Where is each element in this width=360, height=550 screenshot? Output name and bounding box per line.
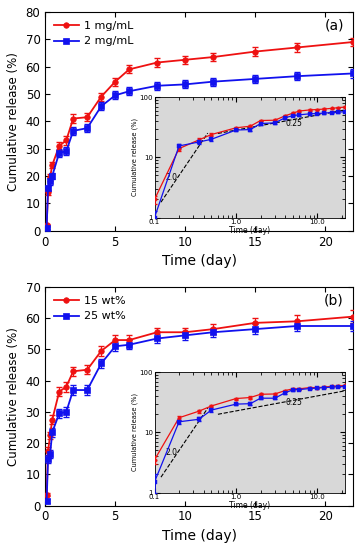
2 mg/mL: [85, 125, 89, 131]
2 mg/mL: [253, 75, 257, 82]
1 mg/mL: [351, 39, 355, 45]
25 wt%: [295, 323, 299, 329]
2 mg/mL: [50, 173, 54, 179]
2 mg/mL: [211, 78, 215, 85]
2 mg/mL: [113, 92, 117, 98]
25 wt%: [64, 409, 68, 415]
25 wt%: [57, 410, 62, 417]
15 wt%: [211, 326, 215, 332]
2 mg/mL: [48, 178, 52, 185]
1 mg/mL: [45, 222, 49, 228]
15 wt%: [50, 416, 54, 423]
2 mg/mL: [155, 82, 159, 89]
1 mg/mL: [85, 114, 89, 120]
X-axis label: Time (day): Time (day): [162, 254, 237, 268]
2 mg/mL: [351, 70, 355, 77]
15 wt%: [48, 432, 52, 439]
Line: 2 mg/mL: 2 mg/mL: [44, 70, 356, 230]
15 wt%: [113, 337, 117, 343]
1 mg/mL: [50, 162, 54, 168]
15 wt%: [99, 348, 103, 354]
15 wt%: [155, 329, 159, 336]
1 mg/mL: [48, 174, 52, 180]
1 mg/mL: [113, 78, 117, 85]
25 wt%: [351, 323, 355, 329]
2 mg/mL: [183, 81, 187, 87]
1 mg/mL: [57, 142, 62, 149]
Text: (b): (b): [324, 294, 344, 307]
15 wt%: [295, 318, 299, 324]
15 wt%: [46, 448, 50, 454]
Line: 1 mg/mL: 1 mg/mL: [44, 39, 356, 228]
Line: 25 wt%: 25 wt%: [44, 323, 356, 504]
15 wt%: [85, 366, 89, 373]
25 wt%: [253, 326, 257, 332]
15 wt%: [45, 491, 49, 498]
25 wt%: [85, 387, 89, 393]
15 wt%: [127, 337, 131, 343]
2 mg/mL: [45, 224, 49, 231]
2 mg/mL: [46, 185, 50, 191]
15 wt%: [253, 320, 257, 326]
2 mg/mL: [64, 148, 68, 155]
25 wt%: [127, 342, 131, 348]
1 mg/mL: [253, 48, 257, 55]
2 mg/mL: [127, 88, 131, 95]
15 wt%: [183, 329, 187, 336]
25 wt%: [99, 360, 103, 367]
1 mg/mL: [46, 189, 50, 196]
25 wt%: [183, 332, 187, 339]
Legend: 15 wt%, 25 wt%: 15 wt%, 25 wt%: [51, 293, 129, 324]
1 mg/mL: [71, 116, 75, 122]
2 mg/mL: [295, 73, 299, 80]
25 wt%: [50, 429, 54, 436]
1 mg/mL: [99, 94, 103, 100]
Text: (a): (a): [324, 19, 344, 32]
25 wt%: [71, 387, 75, 393]
Y-axis label: Cumulative release (%): Cumulative release (%): [7, 327, 20, 466]
2 mg/mL: [71, 128, 75, 134]
15 wt%: [351, 314, 355, 320]
25 wt%: [45, 498, 49, 504]
Legend: 1 mg/mL, 2 mg/mL: 1 mg/mL, 2 mg/mL: [51, 18, 137, 50]
25 wt%: [155, 335, 159, 342]
1 mg/mL: [155, 59, 159, 66]
1 mg/mL: [64, 137, 68, 144]
Line: 15 wt%: 15 wt%: [44, 314, 356, 498]
25 wt%: [211, 329, 215, 336]
15 wt%: [57, 388, 62, 395]
X-axis label: Time (day): Time (day): [162, 529, 237, 543]
25 wt%: [113, 343, 117, 350]
15 wt%: [64, 383, 68, 390]
1 mg/mL: [183, 57, 187, 63]
1 mg/mL: [127, 66, 131, 73]
15 wt%: [71, 368, 75, 375]
2 mg/mL: [57, 150, 62, 156]
1 mg/mL: [211, 54, 215, 60]
25 wt%: [46, 455, 50, 462]
1 mg/mL: [295, 44, 299, 51]
2 mg/mL: [99, 103, 103, 109]
Y-axis label: Cumulative release (%): Cumulative release (%): [7, 52, 20, 191]
25 wt%: [48, 451, 52, 458]
